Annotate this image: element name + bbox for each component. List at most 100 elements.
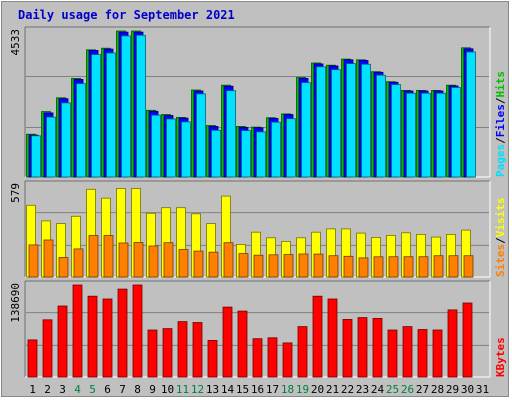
bar-pages-day-4 xyxy=(76,83,86,178)
bar-sites-day-5 xyxy=(88,235,99,278)
x-tick-day-3: 3 xyxy=(59,383,66,396)
bar-kbytes-day-14 xyxy=(222,306,233,378)
bar-pages-day-28 xyxy=(436,92,446,178)
legend-separator: / xyxy=(494,237,507,244)
bar-pages-day-18 xyxy=(286,118,296,178)
bar-pages-day-3 xyxy=(61,102,71,178)
legend-visits: Sites/Visits xyxy=(494,198,507,278)
x-tick-day-22: 22 xyxy=(341,383,354,396)
x-tick-day-17: 17 xyxy=(266,383,279,396)
bar-sites-day-29 xyxy=(448,255,459,278)
legend-kbytes: KBytes xyxy=(494,337,507,377)
x-tick-day-7: 7 xyxy=(119,383,126,396)
bar-sites-day-7 xyxy=(118,242,129,278)
bar-kbytes-day-17 xyxy=(267,337,278,378)
bar-pages-day-22 xyxy=(346,63,356,178)
legend-separator: / xyxy=(494,97,507,104)
bar-pages-day-19 xyxy=(301,82,311,178)
bar-pages-day-20 xyxy=(316,66,326,178)
bar-pages-day-17 xyxy=(271,121,281,178)
bar-pages-day-25 xyxy=(391,84,401,178)
bar-pages-day-13 xyxy=(211,129,221,178)
x-tick-day-4: 4 xyxy=(74,383,81,396)
bar-sites-day-19 xyxy=(298,253,309,278)
legend-kbytes: KBytes xyxy=(494,337,507,377)
y-max-label-kbytes: 138690 xyxy=(9,283,22,323)
x-tick-day-11: 11 xyxy=(176,383,189,396)
bar-sites-day-14 xyxy=(223,242,234,278)
bar-sites-day-27 xyxy=(418,256,429,278)
bar-kbytes-day-9 xyxy=(147,329,158,378)
bar-sites-day-2 xyxy=(43,239,54,278)
x-tick-day-31: 31 xyxy=(476,383,489,396)
bar-pages-day-16 xyxy=(256,131,266,178)
bar-pages-day-10 xyxy=(166,118,176,178)
bar-sites-day-26 xyxy=(403,256,414,278)
x-tick-day-5: 5 xyxy=(89,383,96,396)
bar-pages-day-27 xyxy=(421,92,431,178)
bar-kbytes-day-2 xyxy=(42,319,53,378)
x-tick-day-16: 16 xyxy=(251,383,264,396)
y-max-label-usage: 4533 xyxy=(9,29,22,56)
bar-pages-day-2 xyxy=(46,116,56,178)
bar-sites-day-23 xyxy=(358,257,369,278)
bar-pages-day-7 xyxy=(121,35,131,178)
bar-sites-day-12 xyxy=(193,250,204,278)
bar-sites-day-17 xyxy=(268,254,279,278)
x-tick-day-23: 23 xyxy=(356,383,369,396)
bar-kbytes-day-29 xyxy=(447,309,458,378)
bar-sites-day-16 xyxy=(253,254,264,278)
x-tick-day-18: 18 xyxy=(281,383,294,396)
x-tick-day-26: 26 xyxy=(401,383,414,396)
bar-kbytes-day-16 xyxy=(252,338,263,378)
bar-sites-day-8 xyxy=(133,242,144,278)
bar-kbytes-day-8 xyxy=(132,284,143,378)
bar-kbytes-day-1 xyxy=(27,339,38,378)
bar-kbytes-day-13 xyxy=(207,339,218,378)
panel-usage: 4533 Pages/Files/Hits xyxy=(9,26,507,178)
x-tick-day-10: 10 xyxy=(161,383,174,396)
bar-kbytes-day-30 xyxy=(462,302,473,378)
bar-pages-day-1 xyxy=(31,135,41,178)
panel-visits: 579 Sites/Visits xyxy=(9,180,507,278)
legend-usage: Pages/Files/Hits xyxy=(494,71,507,177)
bar-kbytes-day-27 xyxy=(417,329,428,378)
x-tick-day-24: 24 xyxy=(371,383,385,396)
panel-kbytes: 138690 KBytes xyxy=(9,280,507,378)
x-tick-day-21: 21 xyxy=(326,383,339,396)
x-tick-day-20: 20 xyxy=(311,383,324,396)
bar-pages-day-6 xyxy=(106,52,116,178)
bar-sites-day-22 xyxy=(343,255,354,278)
bar-pages-day-26 xyxy=(406,92,416,178)
x-tick-day-27: 27 xyxy=(416,383,429,396)
bar-sites-day-11 xyxy=(178,249,189,278)
legend-separator: / xyxy=(494,137,507,144)
bar-kbytes-day-6 xyxy=(102,298,113,378)
legend-hits: Hits xyxy=(494,71,507,98)
bar-kbytes-day-24 xyxy=(372,317,383,378)
chart-title: Daily usage for September 2021 xyxy=(18,8,235,22)
x-tick-day-25: 25 xyxy=(386,383,399,396)
y-max-label-visits: 579 xyxy=(9,183,22,203)
bar-sites-day-15 xyxy=(238,253,249,278)
x-tick-day-8: 8 xyxy=(134,383,141,396)
bar-kbytes-day-15 xyxy=(237,310,248,378)
bar-kbytes-day-18 xyxy=(282,342,293,378)
x-tick-day-2: 2 xyxy=(44,383,51,396)
bar-sites-day-3 xyxy=(58,257,69,278)
bar-kbytes-day-25 xyxy=(387,329,398,378)
x-tick-day-6: 6 xyxy=(104,383,111,396)
bar-kbytes-day-12 xyxy=(192,322,203,378)
x-tick-day-14: 14 xyxy=(221,383,235,396)
bar-sites-day-13 xyxy=(208,251,219,278)
bar-kbytes-day-22 xyxy=(342,318,353,378)
x-tick-day-30: 30 xyxy=(461,383,474,396)
bar-pages-day-11 xyxy=(181,121,191,178)
bar-sites-day-6 xyxy=(103,235,114,278)
bar-kbytes-day-23 xyxy=(357,317,368,378)
bar-sites-day-25 xyxy=(388,256,399,278)
x-tick-day-28: 28 xyxy=(431,383,444,396)
bar-kbytes-day-10 xyxy=(162,328,173,378)
